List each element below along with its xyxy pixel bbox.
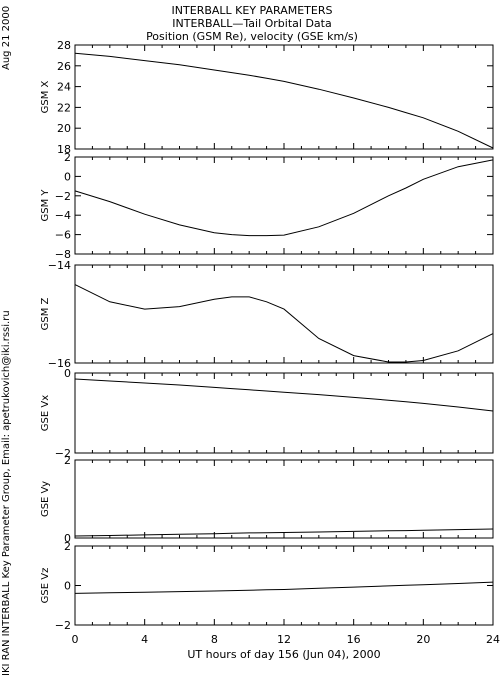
y-axis-label: GSE Vx bbox=[40, 395, 51, 431]
y-tick-label: 28 bbox=[57, 39, 71, 52]
y-axis-label: GSM X bbox=[40, 80, 51, 113]
panel-frame-2 bbox=[74, 156, 494, 255]
panel-frame-5 bbox=[74, 459, 494, 539]
panel-frame-4 bbox=[74, 372, 494, 454]
series-line-gse-vz bbox=[74, 581, 494, 594]
y-tick-label: 20 bbox=[57, 122, 71, 135]
panel-frame-3 bbox=[74, 264, 494, 364]
y-tick-label: 18 bbox=[57, 143, 71, 156]
series-line-gsm-x bbox=[74, 52, 494, 149]
y-axis-label: GSE Vy bbox=[40, 481, 51, 517]
y-tick-label: 0 bbox=[64, 532, 71, 545]
y-tick-label: 0 bbox=[64, 580, 71, 593]
panel-frame-6 bbox=[74, 545, 494, 626]
series-line-gse-vx bbox=[74, 378, 494, 412]
y-tick-label: −8 bbox=[55, 248, 71, 261]
y-axis-label: GSM Y bbox=[40, 189, 51, 222]
y-tick-label: 26 bbox=[57, 60, 71, 73]
y-tick-label: −2 bbox=[55, 190, 71, 203]
y-tick-label: −2 bbox=[55, 447, 71, 460]
y-tick-label: −16 bbox=[48, 357, 71, 370]
y-tick-label: −2 bbox=[55, 619, 71, 632]
x-tick-label: 4 bbox=[141, 633, 148, 646]
y-tick-label: 2 bbox=[64, 454, 71, 467]
y-tick-label: −14 bbox=[48, 259, 71, 272]
y-tick-label: 2 bbox=[64, 151, 71, 164]
x-tick-label: 0 bbox=[72, 633, 79, 646]
y-tick-label: 0 bbox=[64, 170, 71, 183]
series-line-gsm-y bbox=[74, 159, 494, 237]
y-tick-label: 24 bbox=[57, 81, 71, 94]
x-tick-label: 8 bbox=[211, 633, 218, 646]
series-line-gsm-z bbox=[74, 284, 494, 363]
y-tick-label: 0 bbox=[64, 367, 71, 380]
series-line-gse-vy bbox=[74, 528, 494, 537]
chart-subtitle: INTERBALL—Tail Orbital Data bbox=[172, 17, 332, 30]
y-tick-label: −6 bbox=[55, 229, 71, 242]
y-tick-label: 22 bbox=[57, 101, 71, 114]
x-tick-label: 12 bbox=[277, 633, 291, 646]
x-tick-label: 16 bbox=[347, 633, 361, 646]
y-axis-label: GSM Z bbox=[40, 297, 51, 330]
y-tick-label: 2 bbox=[64, 540, 71, 553]
chart-title: INTERBALL KEY PARAMETERS bbox=[171, 4, 333, 17]
y-axis-label: GSE Vz bbox=[40, 568, 51, 604]
panel-frame-1 bbox=[74, 44, 494, 150]
chart-subtitle-units: Position (GSM Re), velocity (GSE km/s) bbox=[146, 30, 358, 43]
x-tick-label: 24 bbox=[486, 633, 500, 646]
y-tick-label: −4 bbox=[55, 209, 71, 222]
x-tick-label: 20 bbox=[416, 633, 430, 646]
x-axis-label: UT hours of day 156 (Jun 04), 2000 bbox=[187, 648, 380, 661]
